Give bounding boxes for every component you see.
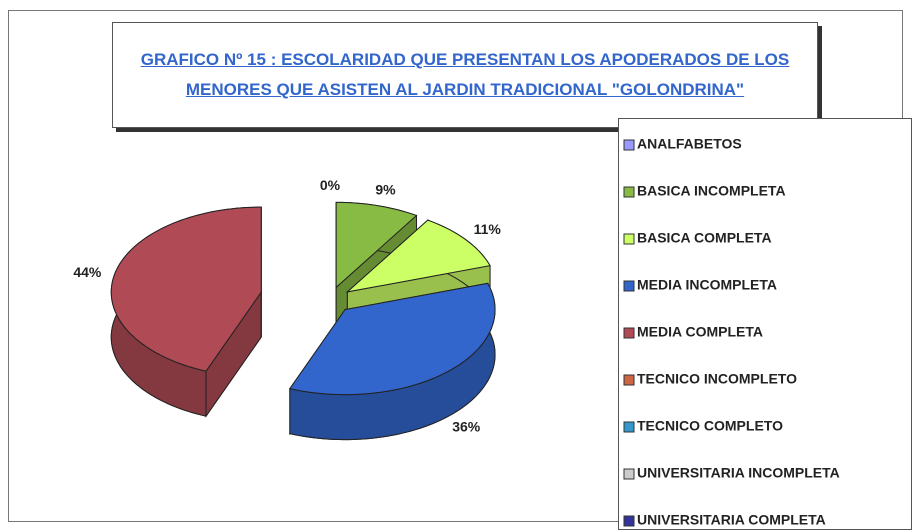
data-label: 9% — [375, 182, 396, 198]
legend-swatch — [623, 139, 635, 151]
slice-top — [288, 282, 496, 396]
legend-swatch — [623, 280, 635, 292]
legend-swatch — [623, 468, 635, 480]
data-label: 11% — [474, 221, 502, 237]
legend-swatch — [623, 421, 635, 433]
data-label: 36% — [452, 418, 481, 434]
legend-label: TECNICO COMPLETO — [637, 418, 783, 434]
legend-label: BASICA COMPLETA — [637, 230, 772, 246]
legend-label: ANALFABETOS — [637, 136, 742, 152]
chart-title: GRAFICO Nº 15 : ESCOLARIDAD QUE PRESENTA… — [112, 22, 818, 128]
legend-label: BASICA INCOMPLETA — [637, 183, 786, 199]
legend-swatch — [623, 327, 635, 339]
legend-label: UNIVERSITARIA INCOMPLETA — [637, 465, 840, 481]
legend-swatch — [623, 374, 635, 386]
legend-label: TECNICO INCOMPLETO — [637, 371, 797, 387]
legend-label: MEDIA COMPLETA — [637, 324, 763, 340]
slice-top — [110, 206, 262, 372]
legend-label: MEDIA INCOMPLETA — [637, 277, 777, 293]
slice-top — [345, 219, 491, 293]
legend-box — [618, 118, 912, 530]
legend-label: UNIVERSITARIA COMPLETA — [637, 512, 826, 528]
legend-swatch — [623, 515, 635, 527]
pie-slice — [288, 282, 496, 441]
data-label: 44% — [73, 264, 102, 280]
legend-swatch — [623, 186, 635, 198]
legend-swatch — [623, 233, 635, 245]
data-label: 0% — [320, 177, 341, 193]
pie-slice — [110, 206, 262, 418]
slice-top — [335, 201, 418, 289]
